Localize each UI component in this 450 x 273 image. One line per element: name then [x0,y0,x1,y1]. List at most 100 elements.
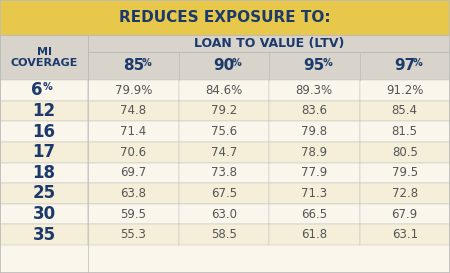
Bar [0,80,88,101]
Text: 72.8: 72.8 [392,187,418,200]
Text: %: % [141,58,151,68]
Bar [269,204,360,224]
Bar [0,101,88,121]
Text: 63.0: 63.0 [211,207,237,221]
Text: 35: 35 [32,226,55,244]
Text: 97: 97 [394,58,415,73]
Text: 75.6: 75.6 [211,125,237,138]
Text: %: % [413,58,423,68]
Bar [269,183,360,204]
Text: 12: 12 [32,102,55,120]
Text: 16: 16 [32,123,55,141]
Bar [179,183,269,204]
Bar [88,204,179,224]
Bar [0,0,450,35]
Text: 67.5: 67.5 [211,187,237,200]
Text: 79.8: 79.8 [301,125,327,138]
Text: 18: 18 [32,164,55,182]
Text: 67.9: 67.9 [392,207,418,221]
Text: 85.4: 85.4 [392,105,418,117]
Text: %: % [232,58,242,68]
Polygon shape [269,80,360,91]
Text: 73.8: 73.8 [211,166,237,179]
Bar [179,142,269,162]
Bar [0,183,88,204]
Text: 58.5: 58.5 [211,228,237,241]
Bar [360,204,450,224]
Bar [360,224,450,245]
Bar [360,80,450,101]
Bar [360,183,450,204]
Text: 90: 90 [213,58,234,73]
Text: 74.8: 74.8 [120,105,146,117]
Text: 74.7: 74.7 [211,146,237,159]
Bar [360,142,450,162]
Text: 30: 30 [32,205,55,223]
Text: 71.4: 71.4 [120,125,146,138]
Bar [88,80,179,101]
Text: 17: 17 [32,143,55,161]
Text: 91.2%: 91.2% [386,84,423,97]
Bar [269,101,360,121]
Bar [0,204,88,224]
Bar [88,224,179,245]
Text: 55.3: 55.3 [120,228,146,241]
Bar [269,121,360,142]
Bar [88,121,179,142]
Text: 63.8: 63.8 [120,187,146,200]
Bar [360,101,450,121]
Polygon shape [88,80,179,91]
Text: 79.9%: 79.9% [115,84,152,97]
Bar [179,121,269,142]
Text: 80.5: 80.5 [392,146,418,159]
Text: 79.2: 79.2 [211,105,237,117]
Text: 89.3%: 89.3% [296,84,333,97]
Text: 77.9: 77.9 [301,166,328,179]
Text: 79.5: 79.5 [392,166,418,179]
Text: 59.5: 59.5 [120,207,146,221]
Text: 69.7: 69.7 [120,166,146,179]
Bar [88,162,179,183]
Text: MI
COVERAGE: MI COVERAGE [10,47,78,68]
Text: 85: 85 [122,58,144,73]
Bar [360,162,450,183]
Bar [269,142,360,162]
Text: 84.6%: 84.6% [205,84,243,97]
Text: 6: 6 [31,81,42,99]
Bar [179,80,269,101]
Text: 71.3: 71.3 [301,187,327,200]
Bar [0,162,88,183]
Polygon shape [360,80,450,91]
Text: 83.6: 83.6 [301,105,327,117]
Polygon shape [179,80,269,91]
Bar [88,35,450,52]
Bar [179,204,269,224]
Bar [360,121,450,142]
Text: 95: 95 [304,58,325,73]
Bar [179,101,269,121]
Text: 66.5: 66.5 [301,207,327,221]
Bar [0,142,88,162]
Bar [360,52,450,80]
Bar [179,162,269,183]
Text: LOAN TO VALUE (LTV): LOAN TO VALUE (LTV) [194,37,344,50]
Bar [88,101,179,121]
Bar [88,183,179,204]
Bar [0,121,88,142]
Bar [0,35,88,80]
Bar [269,80,360,101]
Text: 25: 25 [32,185,55,203]
Bar [269,52,360,80]
Bar [88,142,179,162]
Text: %: % [43,82,53,92]
Bar [179,224,269,245]
Bar [88,52,179,80]
Bar [269,224,360,245]
Text: 81.5: 81.5 [392,125,418,138]
Bar [0,224,88,245]
Text: 61.8: 61.8 [301,228,327,241]
Text: %: % [322,58,332,68]
Bar [269,162,360,183]
Text: 78.9: 78.9 [301,146,327,159]
Text: 63.1: 63.1 [392,228,418,241]
